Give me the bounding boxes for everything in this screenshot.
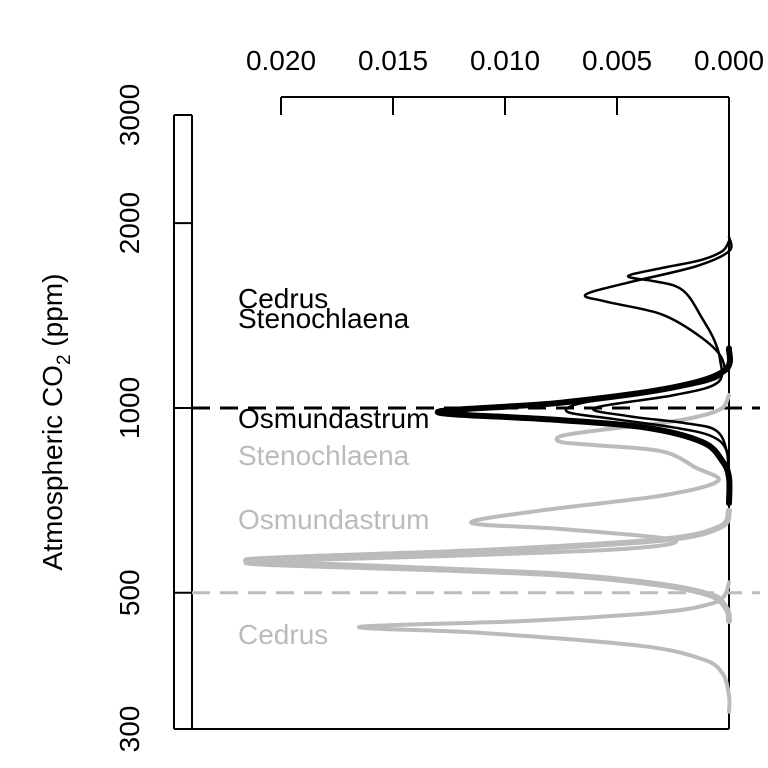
label-stenochlaena-high: Stenochlaena <box>238 303 410 334</box>
y-axis-title-base: Atmospheric CO <box>37 365 68 570</box>
series-osmundastrum-low-co2 <box>243 507 732 624</box>
series-cedrus-high-co2 <box>591 239 731 486</box>
y-tick-label: 2000 <box>114 192 145 254</box>
series-cedrus-low-co2 <box>357 580 732 714</box>
y-tick-label: 3000 <box>114 84 145 146</box>
x-tick-label: 0.005 <box>582 45 652 76</box>
label-osmundastrum-low: Osmundastrum <box>238 504 429 535</box>
x-axis-top: 0.020 0.015 0.010 0.005 0.000 <box>246 45 764 115</box>
y-tick-label: 300 <box>114 706 145 753</box>
y-axis-left: 300 500 1000 2000 3000 <box>114 84 192 753</box>
y-axis-title-subscript: 2 <box>54 354 75 365</box>
x-tick-label: 0.020 <box>246 45 316 76</box>
label-cedrus-high: Cedrus <box>238 283 328 314</box>
x-tick-label: 0.015 <box>358 45 428 76</box>
y-axis-title-tail: (ppm) <box>37 274 68 355</box>
y-axis-title: Atmospheric CO2 (ppm) <box>37 274 75 571</box>
x-tick-label: 0.000 <box>694 45 764 76</box>
label-cedrus-low: Cedrus <box>238 619 328 650</box>
y-tick-label: 1000 <box>114 377 145 439</box>
series-layer <box>243 235 734 714</box>
label-stenochlaena-low: Stenochlaena <box>238 440 410 471</box>
label-osmundastrum-high: Osmundastrum <box>238 403 429 434</box>
y-tick-label: 500 <box>114 569 145 616</box>
series-osmundastrum-high-co2 <box>434 345 734 507</box>
x-tick-label: 0.010 <box>470 45 540 76</box>
